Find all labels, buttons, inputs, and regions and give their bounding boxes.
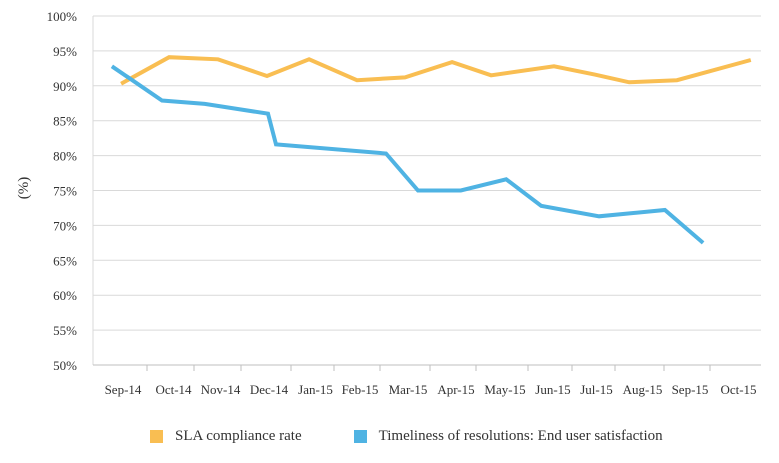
y-tick-label: 100% (47, 9, 78, 24)
y-tick-label: 70% (53, 218, 77, 233)
legend-label-sla: SLA compliance rate (175, 428, 302, 444)
x-tick-label: Oct-15 (720, 382, 756, 397)
legend: SLA compliance rate Timeliness of resolu… (150, 428, 715, 445)
x-tick-label: Feb-15 (342, 382, 379, 397)
y-tick-label: 65% (53, 253, 77, 268)
x-tick-label: Nov-14 (201, 382, 241, 397)
y-tick-label: 60% (53, 288, 77, 303)
y-tick-label: 95% (53, 44, 77, 59)
legend-item-timeliness[interactable]: Timeliness of resolutions: End user sati… (353, 428, 663, 445)
x-tick-label: Jan-15 (298, 382, 333, 397)
x-tick-label: Mar-15 (389, 382, 428, 397)
y-axis-title: (%) (16, 177, 32, 200)
x-tick-label: Apr-15 (437, 382, 474, 397)
x-tick-label: Jul-15 (580, 382, 613, 397)
y-tick-label: 80% (53, 149, 77, 164)
legend-label-timeliness: Timeliness of resolutions: End user sati… (378, 428, 663, 444)
x-tick-label: Sep-15 (672, 382, 709, 397)
y-tick-label: 75% (53, 184, 77, 199)
x-tick-label: May-15 (484, 382, 525, 397)
legend-swatch-sla (150, 430, 163, 443)
y-axis-ticks: 50% 55% 60% 65% 70% 75% 80% 85% 90% 95% 100% (47, 9, 78, 373)
series-lines (110, 55, 752, 245)
y-tick-label: 55% (53, 323, 77, 338)
x-tick-label: Jun-15 (535, 382, 570, 397)
y-tick-label: 50% (53, 358, 77, 373)
y-tick-label: 85% (53, 114, 77, 129)
y-tick-label: 90% (53, 79, 77, 94)
x-tick-label: Dec-14 (250, 382, 289, 397)
legend-swatch-timeliness (353, 430, 367, 443)
x-tick-label: Oct-14 (155, 382, 192, 397)
x-tick-label: Sep-14 (105, 382, 142, 397)
series-line-0 (120, 55, 752, 86)
legend-item-sla[interactable]: SLA compliance rate (150, 428, 302, 445)
series-line-1 (110, 64, 705, 245)
x-axis: Sep-14 Oct-14 Nov-14 Dec-14 Jan-15 Feb-15 Mar-… (93, 364, 761, 397)
x-tick-label: Aug-15 (623, 382, 663, 397)
